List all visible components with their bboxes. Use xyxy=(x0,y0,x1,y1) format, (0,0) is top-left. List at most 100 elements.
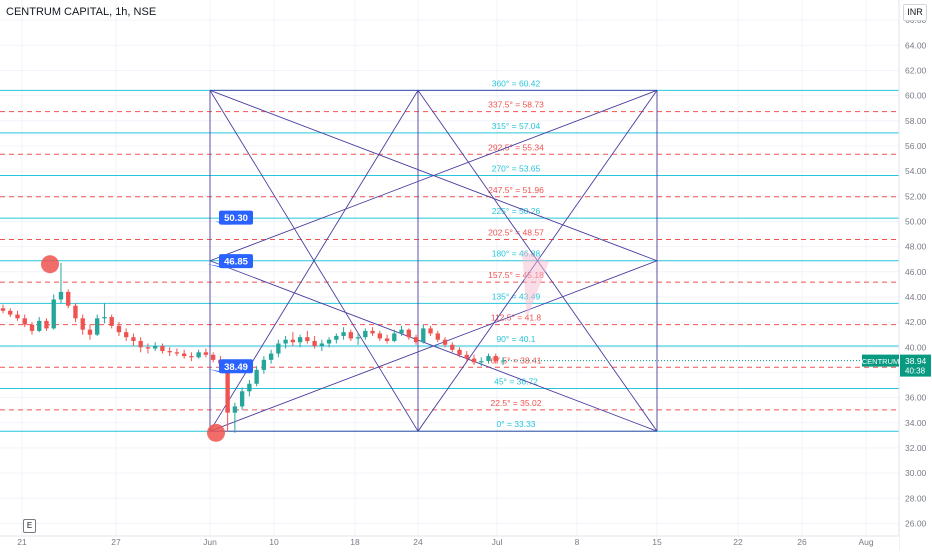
candle-body xyxy=(247,383,252,392)
price-tick-label: 50.00 xyxy=(905,216,927,226)
gann-box xyxy=(209,89,658,432)
candle-body xyxy=(464,354,469,359)
markers xyxy=(41,255,225,442)
gann-fan-line xyxy=(209,89,658,262)
time-tick-label: Jun xyxy=(203,537,217,547)
candle-body xyxy=(276,343,281,354)
candle-body xyxy=(102,317,107,319)
candle-body xyxy=(225,363,230,413)
candle-body xyxy=(283,339,288,344)
earnings-badge[interactable]: E xyxy=(23,519,36,533)
price-tick-label: 58.00 xyxy=(905,116,927,126)
current-price-tag xyxy=(900,354,931,377)
swing-low-marker xyxy=(207,423,225,442)
gann-level-label: 315° = 57.04 xyxy=(492,121,541,131)
highlight-wedge xyxy=(522,250,549,318)
time-tick-label: 15 xyxy=(652,537,662,547)
candle-body xyxy=(471,358,477,363)
symbol-title: CENTRUM CAPITAL, 1h, NSE xyxy=(6,6,157,18)
candle-body xyxy=(334,335,339,340)
candle-body xyxy=(355,337,361,339)
candle-body xyxy=(160,346,165,352)
candle-body xyxy=(66,291,71,306)
gann-level-label: 292.5° = 55.34 xyxy=(488,142,544,152)
candle-body xyxy=(261,359,267,370)
price-tick-label: 48.00 xyxy=(905,242,927,252)
candle-body xyxy=(312,340,317,347)
callout-box xyxy=(219,359,253,374)
gann-level-label: 112.5° = 41.8 xyxy=(491,313,542,323)
gann-level-label: 247.5° = 51.96 xyxy=(488,185,544,195)
candle-body xyxy=(87,329,93,335)
candle-body xyxy=(174,352,180,354)
price-tick-label: 30.00 xyxy=(905,468,927,478)
candle-body xyxy=(406,329,411,338)
candle-body xyxy=(131,337,136,341)
candle-body xyxy=(58,291,64,300)
candle-body xyxy=(8,310,13,315)
price-tick-label: 28.00 xyxy=(905,493,927,503)
candle-body xyxy=(232,406,238,413)
gann-level-label: 67.5° = 38.41 xyxy=(491,355,542,365)
gann-level-label: 202.5° = 48.57 xyxy=(488,227,544,237)
price-tick-label: 26.00 xyxy=(905,518,927,528)
price-tick-label: 52.00 xyxy=(905,191,927,201)
gann-level-label: 45° = 36.72 xyxy=(494,377,538,387)
candle-body xyxy=(116,325,122,333)
time-tick-label: 24 xyxy=(413,537,423,547)
grid xyxy=(0,0,899,536)
candle-body xyxy=(73,305,78,319)
candle-body xyxy=(167,351,172,353)
candle-body xyxy=(290,339,296,343)
price-tick-label: 32.00 xyxy=(905,443,927,453)
candle-body xyxy=(181,353,187,357)
candle-body xyxy=(297,337,303,343)
symbol-tag xyxy=(862,354,899,367)
candle-body xyxy=(0,308,6,311)
candle-body xyxy=(124,332,129,338)
price-tick-label: 64.00 xyxy=(905,40,927,50)
gann-level-label: 225° = 50.26 xyxy=(492,206,541,216)
candle-body xyxy=(305,337,310,341)
candle-body xyxy=(384,338,390,341)
callouts: 50.30 46.85 38.49 xyxy=(207,210,253,374)
candle-body xyxy=(109,317,114,326)
price-tick-label: 60.00 xyxy=(905,91,927,101)
candle-body xyxy=(341,332,346,336)
time-tick-label: 26 xyxy=(797,537,807,547)
candle-body xyxy=(428,328,433,334)
candle-body xyxy=(239,391,245,407)
current-price-label: 38.94 xyxy=(905,356,927,366)
price-tick-label: 44.00 xyxy=(905,292,927,302)
gann-level-label: 90° = 40.1 xyxy=(496,334,535,344)
price-tick-label: 40.00 xyxy=(905,342,927,352)
price-tick-label: 42.00 xyxy=(905,317,927,327)
price-axis: 26.0028.0030.0032.0034.0036.0038.0040.00… xyxy=(505,0,932,550)
candle-body xyxy=(196,352,201,358)
time-tick-label: Aug xyxy=(858,537,873,547)
candle-body xyxy=(22,318,27,325)
callout-box xyxy=(219,210,253,225)
time-tick-label: 21 xyxy=(17,537,27,547)
swing-high-marker xyxy=(41,255,59,274)
time-tick-label: 27 xyxy=(111,537,121,547)
candle-body xyxy=(486,356,491,362)
currency-button[interactable]: INR xyxy=(903,4,927,21)
gann-fan-line xyxy=(209,90,419,432)
candle-body xyxy=(254,369,259,384)
candle-body xyxy=(29,324,35,331)
time-tick-label: Jul xyxy=(492,537,503,547)
gann-level-label: 270° = 53.65 xyxy=(492,164,541,174)
gann-level-label: 135° = 43.49 xyxy=(492,291,541,301)
candle-body xyxy=(80,318,85,330)
price-tick-label: 34.00 xyxy=(905,418,927,428)
candle-body xyxy=(435,333,440,340)
gann-fan-line xyxy=(209,260,658,432)
candle-body xyxy=(319,343,325,347)
candle-body xyxy=(95,318,100,335)
candle-body xyxy=(37,320,42,331)
candle-body xyxy=(51,299,56,329)
candle-body xyxy=(450,344,455,350)
candle-body xyxy=(370,330,375,334)
